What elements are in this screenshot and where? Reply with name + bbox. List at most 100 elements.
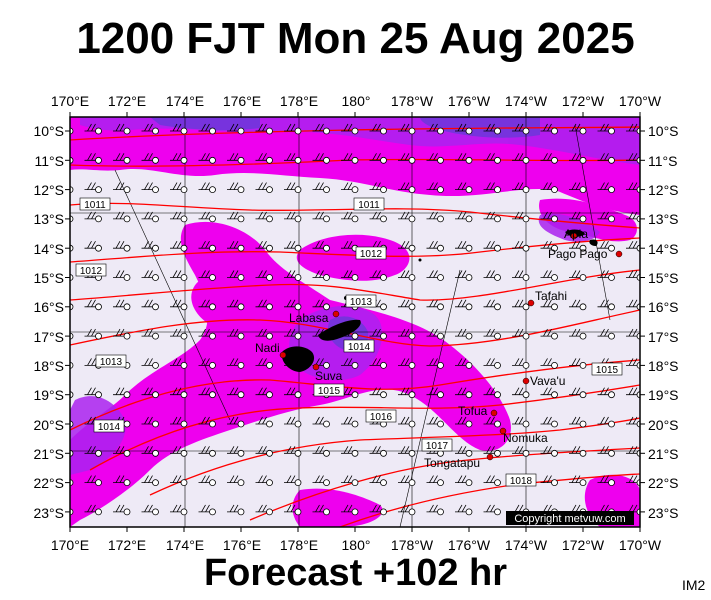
wind-barb bbox=[284, 153, 302, 164]
wind-barb-shaft bbox=[483, 270, 495, 278]
wind-barb bbox=[341, 153, 359, 164]
wind-barb bbox=[483, 416, 501, 428]
wind-barb-station bbox=[323, 244, 330, 252]
wind-barb-station bbox=[608, 156, 615, 164]
wind-barb-shaft bbox=[312, 270, 324, 278]
wind-barb bbox=[341, 416, 359, 428]
wind-barb-shaft bbox=[113, 211, 125, 220]
wind-barb bbox=[198, 299, 216, 311]
wind-barb-shaft bbox=[255, 475, 267, 483]
lat-label: 19°S bbox=[33, 387, 64, 403]
wind-barb-shaft bbox=[312, 123, 324, 132]
wind-barb-station bbox=[579, 479, 587, 487]
wind-barb-shaft bbox=[284, 416, 296, 425]
wind-barb-station bbox=[522, 244, 530, 252]
wind-barb bbox=[113, 153, 131, 164]
wind-barb-shaft bbox=[398, 299, 410, 308]
wind-barb-station bbox=[579, 156, 587, 164]
lon-label: 178°W bbox=[391, 537, 434, 553]
lon-label: 180° bbox=[342, 93, 371, 109]
wind-barb-station bbox=[465, 479, 473, 487]
lat-label: 14°S bbox=[648, 241, 679, 257]
wind-barb-station bbox=[323, 449, 330, 457]
wind-barb-station bbox=[266, 508, 273, 516]
wind-barb-shaft bbox=[369, 358, 381, 366]
wind-barb-shaft bbox=[455, 358, 467, 366]
wind-barb-station bbox=[95, 449, 102, 457]
wind-barb-shaft bbox=[113, 182, 125, 190]
wind-barb-station bbox=[522, 274, 530, 281]
wind-barb-station bbox=[209, 391, 216, 399]
wind-barb-station bbox=[323, 127, 330, 135]
wind-barb-station bbox=[494, 420, 501, 428]
lon-label: 176°W bbox=[448, 93, 491, 109]
wind-barb-shaft bbox=[540, 153, 552, 161]
wind-barb bbox=[141, 153, 159, 164]
wind-barb-shaft bbox=[113, 504, 125, 513]
wind-barb-shaft bbox=[284, 328, 296, 337]
lat-label: 22°S bbox=[33, 475, 64, 491]
wind-barb bbox=[483, 358, 501, 369]
wind-barb-shaft bbox=[597, 299, 609, 308]
wind-barb-shaft bbox=[255, 387, 267, 396]
wind-barb-shaft bbox=[626, 153, 638, 161]
wind-barb-station bbox=[209, 449, 216, 457]
page-title: 1200 FJT Mon 25 Aug 2025 bbox=[76, 14, 635, 63]
wind-barb bbox=[569, 328, 587, 340]
isobar-label: 1011 bbox=[84, 200, 106, 211]
wind-barb-station bbox=[323, 215, 330, 223]
wind-barb-shaft bbox=[312, 299, 324, 308]
wind-barb-shaft bbox=[369, 270, 381, 278]
wind-barb bbox=[369, 123, 387, 135]
wind-barb bbox=[455, 416, 473, 428]
wind-barb-station bbox=[123, 391, 131, 399]
wind-barb bbox=[483, 475, 501, 487]
wind-barb-station bbox=[380, 127, 387, 135]
lat-label: 18°S bbox=[33, 358, 64, 374]
wind-barb-shaft bbox=[141, 504, 153, 513]
wind-barb-station bbox=[351, 508, 359, 516]
lat-label: 11°S bbox=[648, 153, 677, 169]
wind-barb-shaft bbox=[398, 241, 410, 249]
lat-label: 11°S bbox=[35, 153, 64, 169]
wind-barb-station bbox=[180, 215, 188, 223]
wind-barb-station bbox=[180, 449, 188, 457]
wind-barb-shaft bbox=[426, 358, 438, 366]
wind-barb-shaft bbox=[597, 416, 609, 425]
wind-barb bbox=[569, 475, 587, 487]
wind-barb bbox=[141, 299, 159, 311]
wind-barb-shaft bbox=[512, 446, 524, 454]
wind-barb bbox=[113, 123, 131, 135]
wind-barb bbox=[341, 211, 359, 223]
isobar-label: 1014 bbox=[98, 422, 121, 433]
wind-barb bbox=[113, 270, 131, 281]
wind-barb-station bbox=[579, 186, 587, 194]
lat-label: 10°S bbox=[648, 123, 679, 139]
wind-barb bbox=[284, 387, 302, 399]
wind-barb-shaft bbox=[227, 241, 239, 249]
wind-barb-shaft bbox=[398, 123, 410, 132]
wind-barb bbox=[227, 153, 245, 164]
wind-barb-shaft bbox=[455, 328, 467, 337]
wind-barb-shaft bbox=[483, 446, 495, 454]
wind-barb-station bbox=[551, 479, 558, 487]
wind-barb-station bbox=[408, 156, 416, 164]
wind-barb bbox=[198, 153, 216, 164]
wind-barb-station bbox=[408, 479, 416, 487]
lat-label: 19°S bbox=[648, 387, 679, 403]
wind-barb bbox=[426, 211, 444, 223]
wind-barb-shaft bbox=[512, 241, 524, 249]
wind-barb bbox=[312, 182, 330, 194]
wind-barb-station bbox=[323, 303, 330, 311]
wind-barb bbox=[369, 270, 387, 281]
wind-barb-shaft bbox=[141, 358, 153, 366]
wind-barb-shaft bbox=[540, 123, 552, 132]
wind-barb-station bbox=[494, 274, 501, 281]
wind-barb-station bbox=[180, 127, 188, 135]
wind-barb-station bbox=[237, 449, 245, 457]
wind-barb bbox=[227, 123, 245, 135]
wind-barb bbox=[255, 416, 273, 428]
wind-barb-station bbox=[237, 244, 245, 252]
wind-barb-shaft bbox=[113, 328, 125, 337]
place-markers bbox=[279, 232, 623, 461]
